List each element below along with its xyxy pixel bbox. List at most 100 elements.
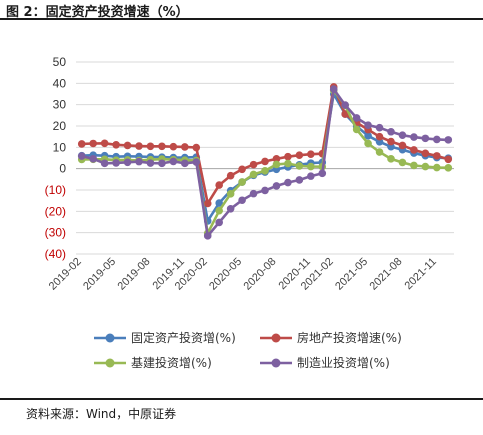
data-point <box>398 141 407 150</box>
data-point <box>364 121 372 129</box>
series-layer <box>77 83 453 240</box>
data-point <box>272 155 281 163</box>
data-point <box>375 132 384 141</box>
y-tick-label: (30) <box>45 226 66 240</box>
top-rule <box>0 18 483 20</box>
legend-label: 房地产投资增速(%) <box>297 330 402 345</box>
data-point <box>192 143 201 152</box>
data-point <box>444 164 453 172</box>
data-point <box>215 199 223 207</box>
data-point <box>158 159 166 168</box>
data-point <box>352 125 361 134</box>
data-point <box>77 152 86 160</box>
data-point <box>203 199 212 208</box>
legend-marker <box>105 333 115 343</box>
data-point <box>135 142 143 150</box>
data-point <box>89 155 97 163</box>
legend-item-manufacturing: 制造业投资增(%) <box>260 355 390 370</box>
data-point <box>123 158 132 167</box>
data-point <box>100 159 109 168</box>
data-point <box>410 133 418 141</box>
data-point <box>112 140 120 149</box>
data-point <box>307 150 315 158</box>
data-point <box>307 162 315 171</box>
data-point <box>433 135 441 144</box>
legend: 固定资产投资增(%) 房地产投资增速(%) 基建投资增(%) 制造业投资增(%) <box>94 330 402 370</box>
data-point <box>307 172 315 180</box>
data-point <box>77 140 86 148</box>
data-point <box>226 190 235 198</box>
x-tick-label: 2021-11 <box>402 256 438 292</box>
data-point <box>387 127 395 136</box>
data-point <box>215 218 223 227</box>
data-point <box>410 146 418 154</box>
bottom-rule <box>0 398 483 400</box>
y-tick-label: 0 <box>59 162 66 176</box>
data-point <box>181 159 189 168</box>
legend-label: 制造业投资增(%) <box>297 355 390 370</box>
legend-label: 基建投资增(%) <box>131 355 212 370</box>
x-tick-label: 2021-05 <box>333 256 370 293</box>
data-point <box>123 141 132 150</box>
data-point <box>398 158 407 167</box>
data-point <box>410 161 418 170</box>
legend-marker <box>271 358 281 368</box>
y-tick-label: 10 <box>53 140 67 154</box>
y-tick-label: 20 <box>53 119 67 133</box>
y-tick-label: (40) <box>45 247 66 261</box>
data-point <box>261 157 269 166</box>
y-tick-label: 30 <box>53 98 67 112</box>
data-point <box>158 142 166 151</box>
data-point <box>261 186 269 195</box>
data-point <box>261 167 269 175</box>
data-point <box>433 163 441 172</box>
data-point <box>238 196 246 205</box>
data-point <box>284 178 292 187</box>
data-point <box>295 162 304 170</box>
series-fixed <box>77 90 453 225</box>
data-point <box>192 158 201 166</box>
data-point <box>169 157 178 166</box>
data-point <box>364 139 372 148</box>
data-point <box>329 85 338 93</box>
data-point <box>215 206 223 215</box>
data-point <box>272 160 281 169</box>
y-tick-label: (10) <box>45 183 66 197</box>
source-note: 资料来源：Wind，中原证券 <box>26 407 177 421</box>
data-point <box>89 139 97 148</box>
x-tick-label: 2021-08 <box>368 256 405 293</box>
data-point <box>146 142 155 151</box>
legend-item-realestate: 房地产投资增速(%) <box>260 330 402 345</box>
data-point <box>433 152 441 160</box>
figure-title: 图 2：固定资产投资增速（%） <box>6 5 189 20</box>
data-point <box>375 123 384 132</box>
x-tick-label: 2020-05 <box>207 256 244 293</box>
data-point <box>226 204 235 213</box>
x-tick-label: 2019-02 <box>47 256 84 293</box>
data-point <box>341 101 349 109</box>
y-tick-label: 50 <box>53 55 67 69</box>
data-point <box>135 157 143 166</box>
data-point <box>375 148 384 156</box>
data-point <box>249 160 258 169</box>
data-point <box>387 155 395 163</box>
data-point <box>387 137 395 146</box>
y-tick-label: (20) <box>45 204 66 218</box>
data-point <box>203 232 212 240</box>
data-point <box>215 181 223 189</box>
grid-layer <box>76 61 454 255</box>
series-manufacturing <box>77 85 453 240</box>
y-axis-ticks: 50 40 30 20 10 0 (10) (20) (30) (40) <box>45 55 67 261</box>
data-point <box>181 143 189 151</box>
legend-label: 固定资产投资增(%) <box>131 330 236 345</box>
legend-marker <box>105 358 115 368</box>
data-point <box>100 139 109 148</box>
data-point <box>421 162 430 171</box>
data-point <box>238 165 246 174</box>
data-point <box>364 132 372 140</box>
data-point <box>238 178 246 186</box>
data-point <box>295 176 304 184</box>
data-point <box>444 136 453 144</box>
data-point <box>295 151 304 160</box>
